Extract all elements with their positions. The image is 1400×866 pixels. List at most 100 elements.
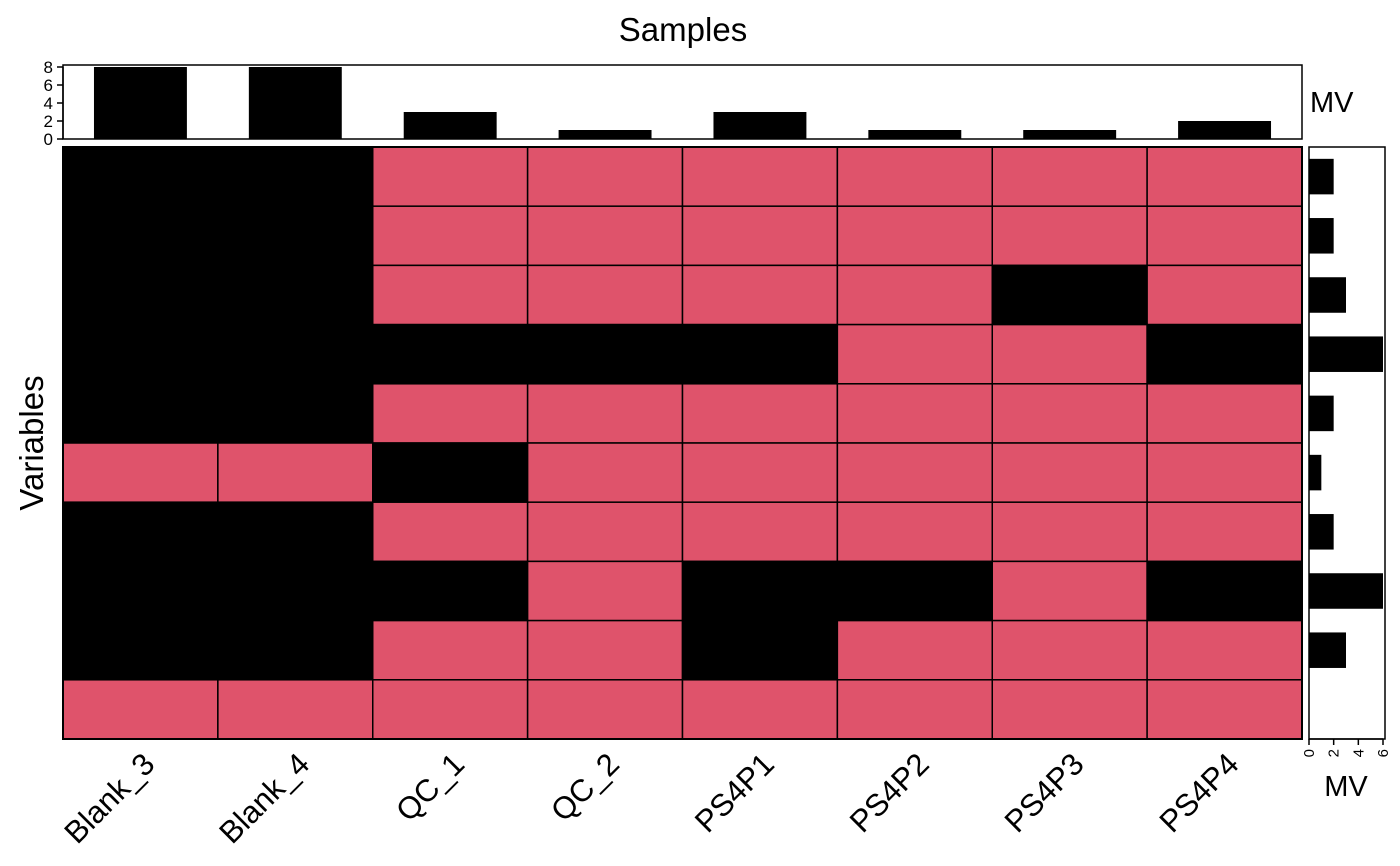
heatmap-cell (217, 560, 374, 622)
heatmap-cell (991, 264, 1148, 326)
heatmap-cell (526, 679, 684, 740)
sample-label: Blank_4 (212, 746, 316, 850)
heatmap-cell (372, 146, 529, 207)
heatmap-cell (836, 383, 993, 444)
top-bar (713, 112, 807, 139)
heatmap-cell (991, 679, 1148, 740)
heatmap-cell (62, 383, 219, 444)
heatmap-cell (217, 383, 374, 444)
top-bar (93, 67, 187, 139)
side-axis-tick-label: 2 (1326, 749, 1343, 757)
heatmap-cell (526, 383, 684, 444)
heatmap-cell (681, 323, 839, 385)
side-bar (1309, 158, 1334, 195)
y-axis-label: Variables (13, 375, 50, 510)
heatmap-cell (526, 442, 684, 503)
heatmap-cell (217, 205, 374, 267)
heatmap-cell (1146, 442, 1303, 503)
heatmap-cell (991, 442, 1148, 503)
heatmap-cell (217, 323, 374, 385)
heatmap-cell (681, 442, 839, 503)
heatmap-cell (372, 205, 529, 267)
top-axis-tick-label: 6 (44, 76, 53, 95)
heatmap-cell (62, 442, 219, 503)
top-bar (1178, 121, 1272, 139)
heatmap-cell (372, 383, 529, 444)
side-bars-label: MV (1324, 771, 1368, 803)
side-bar (1309, 277, 1346, 313)
sample-label: PS4P2 (843, 746, 936, 839)
heatmap-cell (991, 146, 1148, 207)
side-axis-tick-label: 6 (1375, 749, 1392, 757)
top-axis-tick-label: 4 (44, 94, 53, 113)
heatmap-cell (526, 560, 684, 622)
top-axis-tick-label: 2 (44, 112, 53, 131)
heatmap-cell (681, 146, 839, 207)
heatmap-cell (62, 205, 219, 267)
heatmap-cell (991, 619, 1148, 681)
heatmap-cell (62, 146, 219, 207)
side-bar (1309, 454, 1322, 491)
heatmap-cell (836, 205, 993, 267)
heatmap-cell (1146, 383, 1303, 444)
heatmap-cell (372, 560, 529, 622)
heatmap-cell (1146, 560, 1303, 622)
heatmap-cell (836, 264, 993, 326)
heatmap-cell (526, 146, 684, 207)
side-bar (1309, 573, 1383, 609)
side-axis-tick-label: 4 (1350, 749, 1367, 757)
heatmap-cell (991, 560, 1148, 622)
top-bar (403, 112, 497, 139)
heatmap-cell (1146, 679, 1303, 740)
top-bar (558, 130, 652, 139)
heatmap-cell (1146, 264, 1303, 326)
sample-label: QC_1 (389, 746, 471, 828)
sample-label: QC_2 (544, 746, 626, 828)
heatmap-cell (681, 619, 839, 681)
heatmap-cell (62, 264, 219, 326)
heatmap-cell (526, 323, 684, 385)
top-bar (868, 130, 962, 139)
side-bar (1309, 218, 1334, 254)
sample-label: PS4P4 (1153, 746, 1246, 839)
sample-labels: Blank_3 Blank_4 QC_1 QC_2 PS4P1 PS4P2 PS4P3 PS4… (57, 746, 1245, 850)
top-bar (1023, 130, 1117, 139)
heatmap-cell (836, 146, 993, 207)
heatmap-cell (217, 146, 374, 207)
heatmap-cell (372, 679, 529, 740)
heatmap-cell (681, 383, 839, 444)
heatmap-cell (1146, 146, 1303, 207)
side-axis-tick-label: 0 (1301, 749, 1318, 757)
top-bars-label: MV (1310, 87, 1354, 119)
heatmap-cell (217, 679, 374, 740)
side-bar (1309, 395, 1334, 432)
top-axis-tick-label: 0 (44, 130, 53, 149)
heatmap-cell (836, 560, 993, 622)
heatmap-cell (526, 264, 684, 326)
heatmap-cell (836, 501, 993, 563)
sample-label: PS4P1 (688, 746, 781, 839)
top-bar (248, 67, 342, 139)
chart-title: Samples (619, 11, 747, 48)
heatmap-cell (62, 679, 219, 740)
heatmap-cell (991, 383, 1148, 444)
sample-label: PS4P3 (998, 746, 1091, 839)
heatmap-cell (681, 679, 839, 740)
heatmap-cell (62, 619, 219, 681)
heatmap-cell (526, 619, 684, 681)
heatmap-cell (62, 501, 219, 563)
heatmap-cell (372, 264, 529, 326)
heatmap-cell (836, 679, 993, 740)
heatmap-cell (62, 560, 219, 622)
sample-label: Blank_3 (57, 746, 161, 850)
heatmap-cell (836, 323, 993, 385)
top-axis-tick-label: 8 (44, 58, 53, 77)
side-bar (1309, 632, 1346, 668)
heatmap-cell (681, 560, 839, 622)
heatmap-cell (217, 442, 374, 503)
heatmap-cell (991, 205, 1148, 267)
heatmap-cell (836, 442, 993, 503)
heatmap-cell (681, 205, 839, 267)
